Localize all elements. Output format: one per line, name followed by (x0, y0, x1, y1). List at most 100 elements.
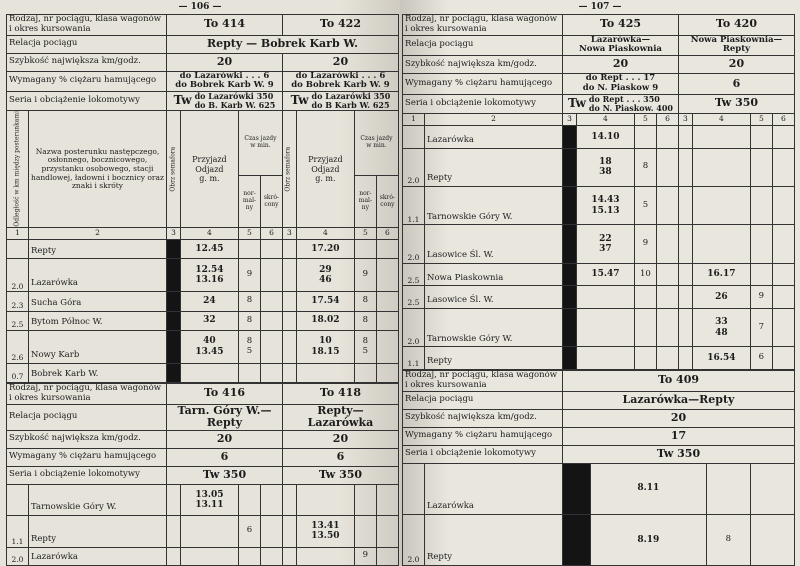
time-text: 13.50 (311, 531, 340, 542)
cell-line: do Rept . . . 350 (588, 94, 660, 104)
time-text: 13.11 (195, 499, 224, 510)
train-cell: 20 (677, 55, 795, 75)
signal-cell (677, 224, 693, 264)
cell-text: To 418 (319, 386, 361, 400)
station-row: Tarnowskie Góry W. 13.05 13.11 (6, 483, 399, 517)
distance (6, 239, 29, 260)
train-cell: 20 (281, 52, 399, 72)
short-run-cell (375, 291, 399, 312)
train-cell: To 414 (166, 14, 283, 36)
time-text: 10 (319, 336, 332, 347)
run-time-text: 5 (642, 199, 649, 210)
time-text: 24 (203, 296, 216, 307)
run-cell (353, 239, 377, 260)
short-run-cell (655, 307, 679, 348)
time-text: 15.13 (591, 205, 620, 216)
row-label: Rodzaj, nr pociągu, klasa wagonów i okre… (402, 370, 563, 392)
short-run-cell (259, 546, 283, 566)
time-cell: 22 37 (575, 224, 635, 264)
time-cell: 10 18.15 (295, 329, 355, 364)
time-text: 18.15 (311, 346, 340, 357)
column-header: Obrz semafora (282, 110, 297, 228)
time-text: 12.45 (195, 244, 224, 255)
signal-cell (677, 147, 693, 187)
time-text: 29 (319, 264, 332, 275)
run-cell: 10 (633, 262, 657, 287)
train-cell: do Lazarówki . . . 6 do Bobrek Karb W. 9 (166, 70, 283, 93)
distance-text: 0.7 (11, 372, 24, 382)
cell-text: 17 (670, 428, 687, 442)
run-cell: 7 (749, 307, 773, 348)
train-cell: Nowa Piaskownia— Repty (677, 34, 795, 57)
time-text: 8.19 (637, 534, 660, 545)
train-cell: 20 (281, 429, 399, 449)
row-label: Relacja pociągu (6, 34, 167, 54)
run-time-text: 10 (640, 268, 651, 279)
header-row: Seria i obciążenie lokomotywy Tw 350 (402, 444, 795, 464)
header-row: Szybkość największa km/godz. 20 (402, 408, 795, 428)
short-run-cell (259, 515, 283, 548)
column-number: 3 (562, 112, 577, 126)
timetable-block: Rodzaj, nr pociągu, klasa wagonów i okre… (6, 383, 399, 566)
train-cell: Repty — Bobrek Karb W. (166, 34, 399, 54)
short-run-cell (375, 239, 399, 260)
train-cell: Tw do Lazarówki 350 do B. Karb W. 625 (166, 91, 283, 112)
cell-text: Tw 350 (656, 446, 701, 460)
column-header: Odległość w km między posterunkami (6, 110, 29, 228)
station-name: Nowa Piaskownia (424, 262, 563, 287)
train-cell: Tw 350 (677, 93, 795, 114)
cell-text: To 409 (657, 373, 700, 387)
station-name: Lasowice Śl. W. (424, 224, 563, 264)
column-header: skró-cony (259, 175, 283, 229)
signal-cell (281, 291, 297, 312)
station-row: Repty 12.45 17.20 (6, 239, 399, 260)
station-name: Repty (424, 147, 563, 187)
signal-cell (166, 546, 181, 566)
short-run-cell (771, 124, 795, 149)
signal-cell (562, 185, 577, 226)
run-cell: 8 (705, 513, 751, 566)
train-cell: Tw 350 (562, 444, 795, 464)
header-row: Relacja pociągu Repty — Bobrek Karb W. (6, 34, 399, 54)
column-header: nor-mal-ny (237, 175, 261, 229)
time-text: 18 (599, 156, 612, 167)
signal-cell (166, 291, 181, 312)
row-label: Seria i obciążenie lokomotywy (402, 93, 563, 114)
distance-text: 2.0 (407, 253, 420, 263)
column-number: 3 (166, 227, 181, 241)
signal-cell (281, 362, 297, 384)
station-name: Lazarówka (28, 546, 167, 566)
time-text: 14.43 (591, 195, 620, 206)
time-text: 13.05 (195, 489, 224, 500)
column-number: 6 (655, 112, 679, 126)
station-name: Repty (28, 239, 167, 260)
column-number: 2 (424, 112, 563, 126)
run-cell: 6 (749, 346, 773, 370)
distance-text: 1.1 (11, 536, 24, 546)
train-cell: 20 (562, 408, 795, 428)
distance-text: 2.5 (11, 320, 24, 330)
header-line: g. m. (315, 173, 336, 183)
signal-cell (281, 546, 297, 566)
run-time-text: 9 (362, 269, 369, 280)
time-cell (575, 346, 635, 370)
time-cell: 32 (179, 310, 239, 331)
row-label: Seria i obciążenie lokomotywy (6, 465, 167, 485)
page-number: — 107 — (578, 2, 622, 12)
run-time-text: 6 (758, 352, 765, 363)
cell-text: 20 (332, 431, 349, 445)
train-cell: 6 (281, 447, 399, 467)
cell-line: do Bobrek Karb W. 9 (175, 80, 274, 91)
time-cell (691, 185, 751, 226)
time-cell: 24 (179, 291, 239, 312)
row-label: Szybkość największa km/godz. (6, 52, 167, 72)
loco-load: do Lazarówki 350 do B Karb W. 625 (312, 93, 391, 110)
header-row: Rodzaj, nr pociągu, klasa wagonów i okre… (402, 370, 795, 392)
row-label: Seria i obciążenie lokomotywy (6, 91, 167, 112)
time-text: 8.11 (637, 483, 660, 494)
distance-text: 2.5 (407, 298, 420, 308)
signal-cell (166, 239, 181, 260)
header-row: Relacja pociągu Lazarówka—Repty (402, 390, 795, 410)
run-cell (353, 515, 377, 548)
